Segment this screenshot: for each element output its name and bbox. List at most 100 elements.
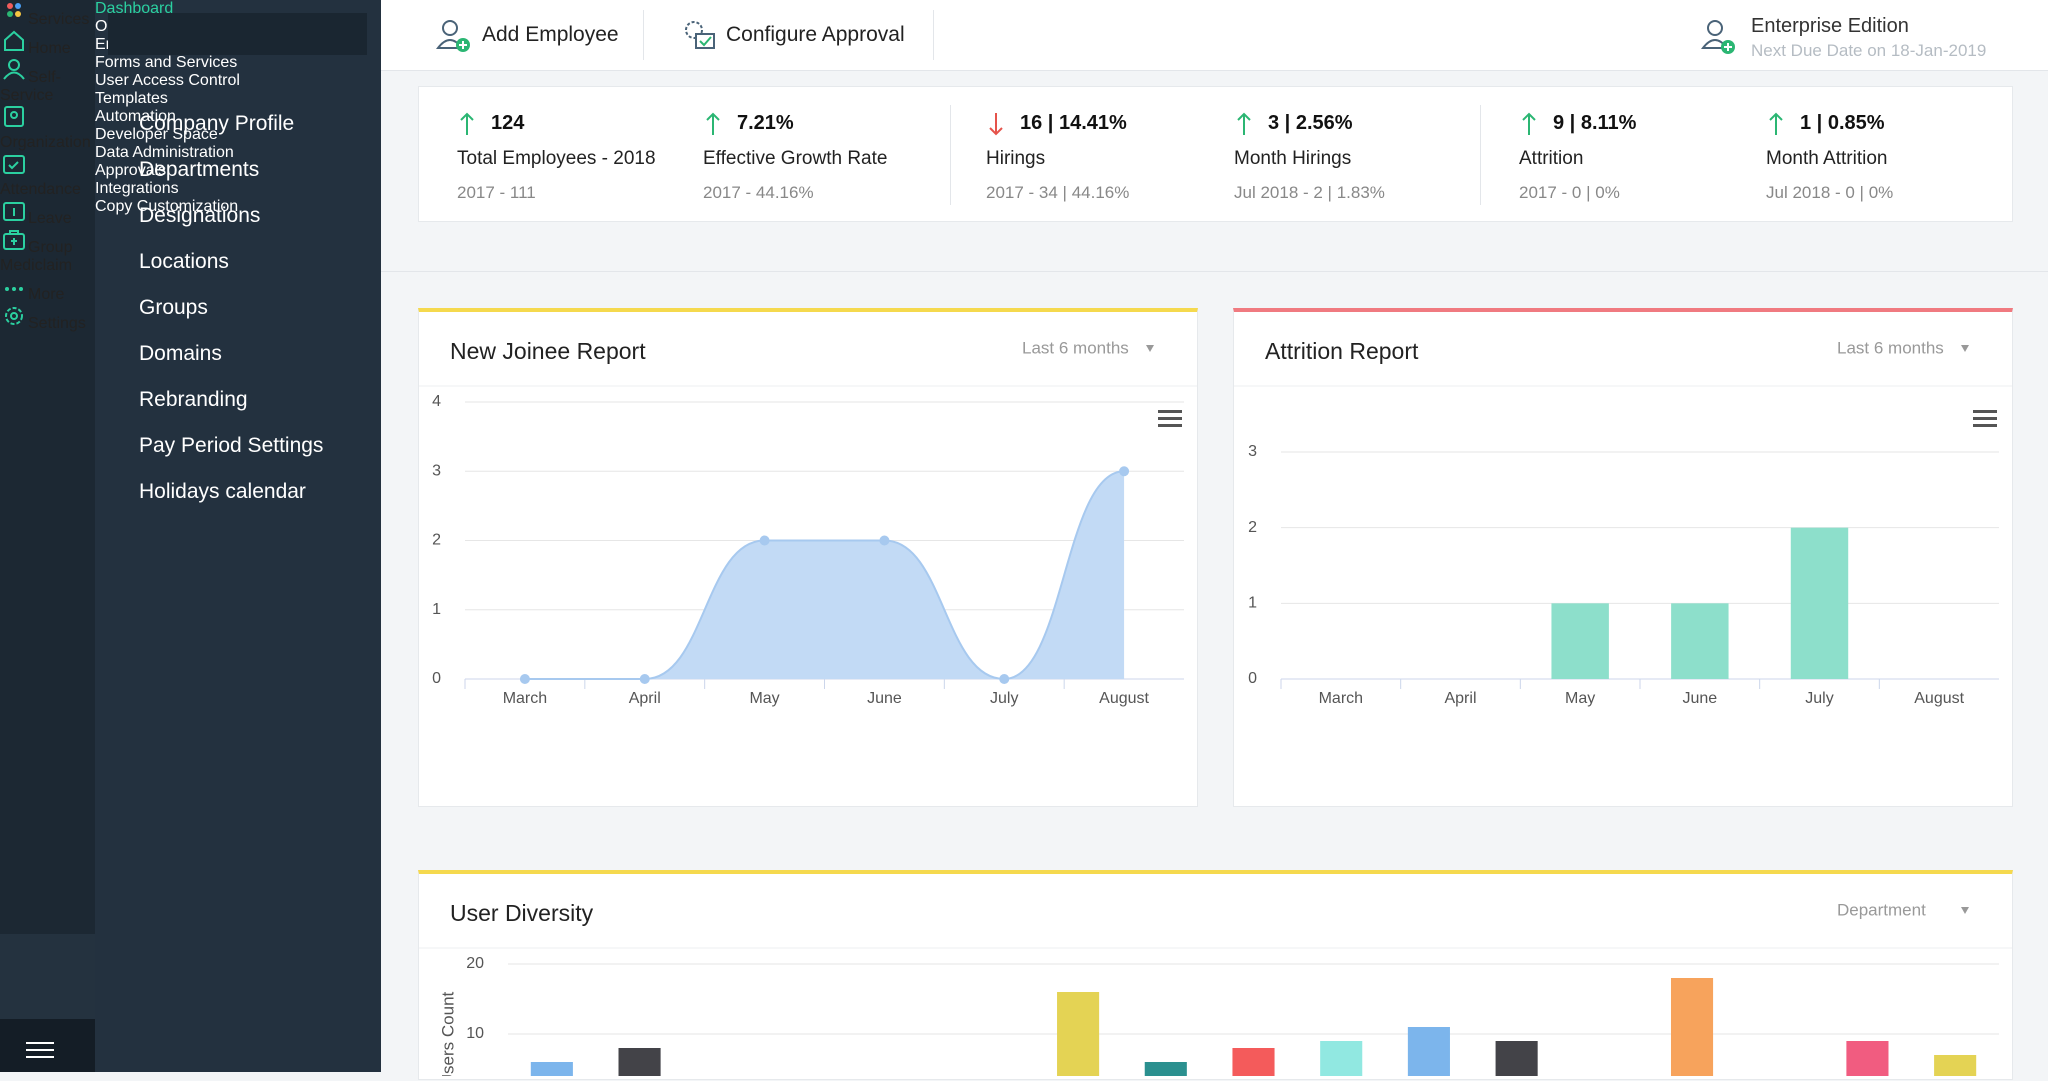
- x-tick-label: June: [1682, 690, 1717, 707]
- chart-menu[interactable]: [1158, 410, 1182, 427]
- rail-icon: [5, 287, 23, 291]
- y-tick-label: 10: [466, 1025, 484, 1042]
- rail-icon: [7, 3, 21, 17]
- rail-item[interactable]: Settings: [0, 304, 95, 333]
- x-tick-label: March: [1319, 690, 1363, 707]
- bar: [1407, 1027, 1450, 1081]
- divider: [1480, 105, 1481, 205]
- nav-item[interactable]: User Access Control: [95, 72, 240, 89]
- x-tick-label: August: [1914, 690, 1964, 707]
- rail-item[interactable]: Leave: [0, 199, 95, 228]
- chart-filter[interactable]: Last 6 months: [1022, 338, 1129, 357]
- y-tick-label: 2: [1248, 519, 1257, 536]
- bar: [1670, 978, 1714, 1081]
- rail-label: Home: [28, 40, 71, 57]
- nav-item[interactable]: Developer Space: [95, 126, 218, 143]
- nav-subitem[interactable]: Pay Period Settings: [139, 434, 324, 457]
- nav-subitem[interactable]: Company Profile: [139, 112, 295, 135]
- nav-subitem[interactable]: Designations: [139, 204, 261, 227]
- trend-arrow: [1237, 112, 1251, 135]
- stat-label: Effective Growth Rate: [703, 148, 888, 169]
- y-axis-label: Users Count: [438, 991, 457, 1076]
- y-tick-label: 20: [466, 955, 484, 972]
- divider: [933, 10, 934, 60]
- rail-item[interactable]: More: [0, 275, 95, 304]
- trend-arrow: [989, 113, 1003, 136]
- rail-icon: [3, 59, 25, 80]
- x-tick-label: July: [990, 690, 1018, 707]
- x-tick-label: June: [867, 690, 902, 707]
- stat-label: Attrition: [1519, 148, 1584, 169]
- icon-rail: Services Home Self-Service Organization Atte…: [0, 0, 95, 1072]
- chart-filter[interactable]: Last 6 months: [1837, 338, 1944, 357]
- point: [999, 674, 1010, 684]
- settings-nav: DashboardOrganizationCompany ProfileDepa…: [95, 0, 381, 1072]
- stat-previous: Jul 2018 - 2 | 1.83%: [1234, 183, 1385, 202]
- nav-subitem[interactable]: Holidays calendar: [139, 480, 306, 503]
- nav-item[interactable]: Automation: [95, 108, 176, 125]
- y-tick-label: 3: [432, 462, 441, 479]
- menu-icon[interactable]: [24, 1040, 56, 1060]
- bar: [1790, 527, 1849, 679]
- divider: [950, 105, 951, 205]
- nav-subitem[interactable]: Groups: [139, 296, 208, 319]
- filter-caret: [1961, 907, 1969, 914]
- active-highlight: [108, 13, 367, 55]
- nav-item[interactable]: Copy Customization: [95, 198, 239, 215]
- rail-footer: [0, 1019, 95, 1072]
- nav-item[interactable]: Approvals: [95, 162, 167, 179]
- rail-icon: [3, 155, 25, 174]
- stat-value: 124: [491, 112, 525, 134]
- edition: Enterprise Edition: [1751, 15, 1909, 37]
- divider: [643, 10, 644, 60]
- chart-title: Attrition Report: [1265, 338, 1419, 364]
- chart: New Joinee Report Last 6 months 0 1 2 3 4 March…: [419, 338, 1197, 707]
- chart-menu[interactable]: [1973, 410, 1997, 427]
- bar: [1144, 1062, 1187, 1081]
- toolbar-action[interactable]: Add Employee: [482, 23, 619, 46]
- chart-card: Attrition Report Last 6 months 0 1 2 3 March Ap…: [1233, 308, 2013, 807]
- chart-filter[interactable]: Department: [1837, 900, 1926, 919]
- filter-caret: [1961, 345, 1969, 352]
- rail-label: Group Mediclaim: [0, 239, 73, 274]
- bar: [1671, 603, 1729, 679]
- stat-label: Month Attrition: [1766, 148, 1888, 169]
- rail-label: More: [28, 286, 65, 303]
- nav-subitem[interactable]: Departments: [139, 158, 260, 181]
- trend-arrow: [1522, 112, 1536, 135]
- nav-item[interactable]: Integrations: [95, 180, 179, 197]
- chart-title: User Diversity: [450, 900, 594, 926]
- chart-title: New Joinee Report: [450, 338, 646, 364]
- stat-previous: 2017 - 0 | 0%: [1519, 183, 1620, 202]
- rail-item[interactable]: Group Mediclaim: [0, 228, 95, 275]
- nav-subitem[interactable]: Locations: [139, 250, 229, 273]
- stat-previous: 2017 - 44.16%: [703, 183, 814, 202]
- nav-item[interactable]: Forms and Services: [95, 54, 238, 71]
- toolbar-action[interactable]: Configure Approval: [726, 23, 905, 46]
- rail-item[interactable]: Services: [0, 0, 95, 29]
- stat-value: 3 | 2.56%: [1268, 112, 1353, 134]
- rail-item[interactable]: Home: [0, 29, 95, 58]
- chart-card: User Diversity Department Users Count 10 20: [418, 870, 2013, 1081]
- rail-item[interactable]: Self-Service: [0, 58, 95, 105]
- bar: [1320, 1041, 1363, 1081]
- rail-label: Organization: [0, 134, 91, 151]
- nav-item[interactable]: Data Administration: [95, 144, 234, 161]
- bar: [530, 1062, 573, 1081]
- y-tick-label: 1: [432, 601, 441, 618]
- point: [879, 535, 890, 546]
- nav-item[interactable]: Templates: [95, 90, 168, 107]
- rail-item[interactable]: Attendance: [0, 152, 95, 199]
- stat-value: 16 | 14.41%: [1020, 112, 1127, 134]
- chart-card: New Joinee Report Last 6 months 0 1 2 3 4 March…: [418, 308, 1198, 807]
- stat-previous: Jul 2018 - 0 | 0%: [1766, 183, 1894, 202]
- chart: Attrition Report Last 6 months 0 1 2 3 March Ap…: [1234, 338, 2012, 707]
- nav-subitem[interactable]: Rebranding: [139, 388, 248, 411]
- stat-value: 9 | 8.11%: [1553, 112, 1637, 134]
- rail-item[interactable]: Organization: [0, 105, 95, 152]
- stat-value: 1 | 0.85%: [1800, 112, 1885, 134]
- nav-subitem[interactable]: Domains: [139, 342, 222, 365]
- bar: [1934, 1055, 1977, 1081]
- nav-item[interactable]: Dashboard: [95, 0, 174, 17]
